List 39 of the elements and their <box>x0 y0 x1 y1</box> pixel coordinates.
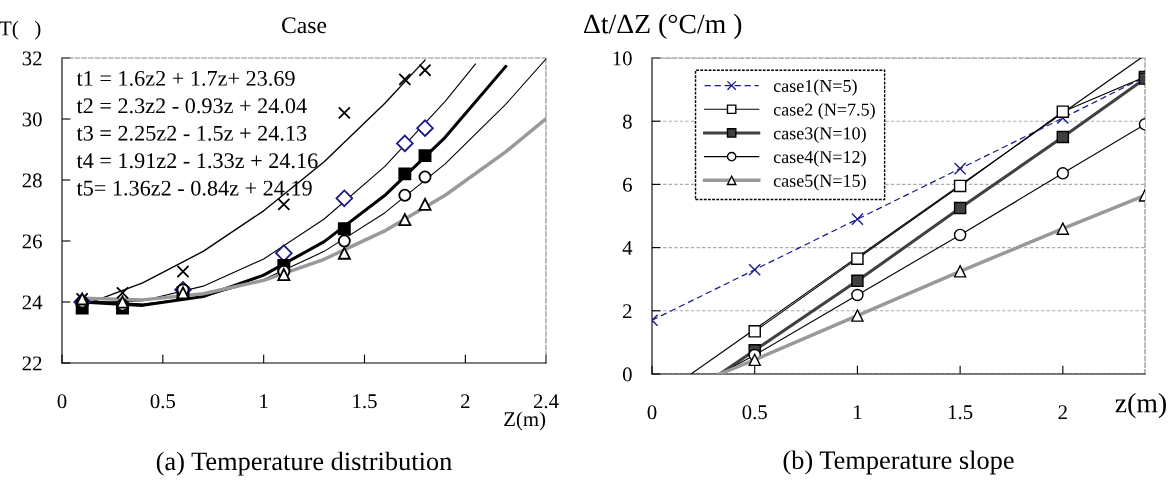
legend-label: case2 (N=7.5) <box>773 103 875 120</box>
x-tick-label: 1 <box>854 405 862 420</box>
y-tick-label: 26 <box>22 234 42 249</box>
x-axis-title: z(m) <box>1115 393 1166 419</box>
legend-label: case5(N=15) <box>773 174 866 191</box>
y-axis-title: T( ) <box>0 20 41 40</box>
text: (a) Temperature distribution <box>156 451 452 476</box>
legend-label: case4(N=12) <box>773 150 866 167</box>
y-tick-label: 2 <box>623 304 632 319</box>
y-tick-label: 8 <box>622 114 632 129</box>
y-axis-title: Δt/ΔZ (°C/m ) <box>584 13 742 40</box>
y-tick-label: 24 <box>22 295 43 310</box>
x-tick-label: 1 <box>260 394 268 409</box>
x-axis-title: Z(m) <box>504 411 546 431</box>
annotation: t4 = 1.91z2 - 1.33z + 24.16 <box>76 153 318 169</box>
y-tick-label: 22 <box>22 356 42 371</box>
annotation: t2 = 2.3z2 - 0.93z + 24.04 <box>76 98 307 114</box>
legend-label: case1(N=5) <box>773 79 857 96</box>
y-tick-label: 6 <box>623 177 632 192</box>
y-tick-label: 30 <box>22 112 42 127</box>
x-tick-label: 2 <box>1058 405 1067 420</box>
annotation: t3 = 2.25z2 - 1.5z + 24.13 <box>76 125 307 141</box>
x-tick-label: 2 <box>461 394 470 409</box>
chart-title: Case <box>282 17 327 34</box>
y-tick-label: 32 <box>22 51 42 66</box>
x-tick-label: 0 <box>57 394 67 409</box>
y-tick-label: 4 <box>622 241 633 255</box>
x-tick-label: 0.5 <box>150 394 176 409</box>
x-tick-label: 2.4 <box>533 394 559 409</box>
x-tick-label: 0 <box>647 405 657 420</box>
x-tick-label: 0.5 <box>742 405 767 420</box>
y-tick-label: 10 <box>613 51 632 66</box>
x-tick-label: 1.5 <box>353 394 377 409</box>
y-tick-label: 0 <box>622 367 632 382</box>
annotation: t1 = 1.6z2 + 1.7z+ 23.69 <box>76 70 295 86</box>
y-tick-label: 28 <box>22 173 42 188</box>
text: (b) Temperature slope <box>783 450 1014 475</box>
x-tick-label: 1.5 <box>948 405 973 420</box>
legend-label: case3(N=10) <box>773 126 866 144</box>
